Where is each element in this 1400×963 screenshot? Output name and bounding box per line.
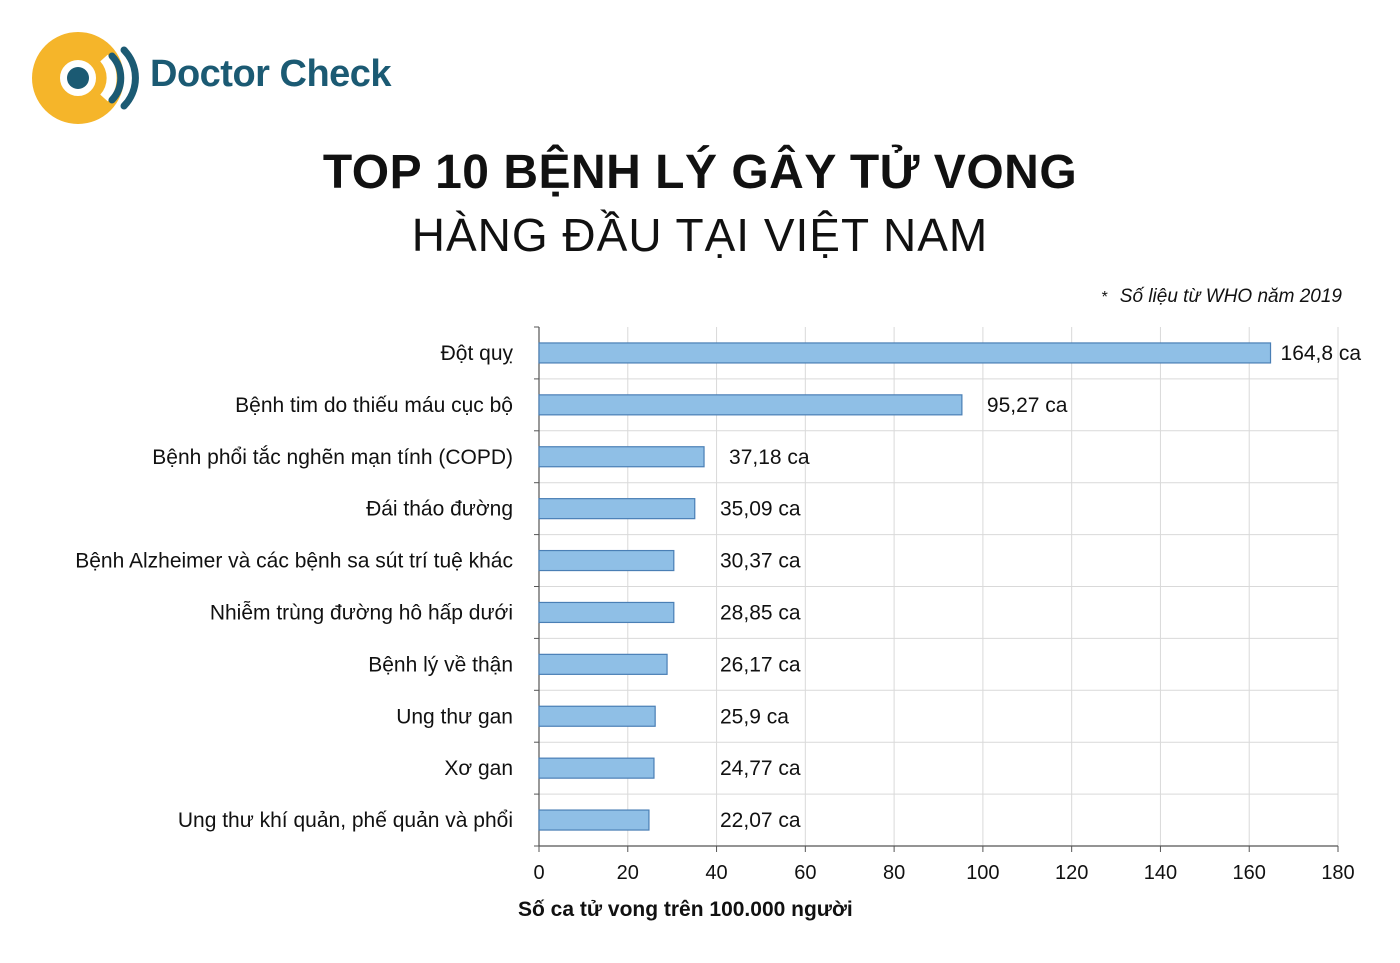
data-label: 30,37 ca (720, 550, 801, 573)
x-tick-label: 40 (705, 862, 727, 884)
category-label: Ung thư khí quản, phế quản và phổi (178, 809, 513, 832)
bar (538, 601, 675, 624)
category-label: Bệnh Alzheimer và các bệnh sa sút trí tu… (75, 550, 513, 573)
bar (538, 653, 668, 675)
source-note: * Số liệu từ WHO năm 2019 (1102, 286, 1342, 308)
data-label: 37,18 ca (729, 446, 810, 469)
data-label: 35,09 ca (720, 498, 801, 521)
source-text: Số liệu từ WHO năm 2019 (1119, 286, 1342, 307)
data-label: 26,17 ca (720, 653, 801, 676)
source-marker: * (1101, 289, 1108, 306)
x-tick-label: 60 (794, 862, 816, 884)
x-tick-label: 100 (966, 862, 999, 884)
bar (538, 809, 650, 831)
x-tick-label: 120 (1055, 862, 1088, 884)
data-label: 24,77 ca (720, 757, 801, 780)
brand-logo: Doctor Check (30, 28, 450, 128)
chart-subtitle: HÀNG ĐẦU TẠI VIỆT NAM (411, 209, 989, 261)
doctor-check-logo-icon (32, 32, 139, 124)
data-label: 25,9 ca (720, 705, 789, 728)
category-label: Đái tháo đường (366, 498, 513, 521)
bar (538, 342, 1272, 364)
brand-name: Doctor Check (150, 53, 392, 95)
data-label: 95,27 ca (987, 394, 1068, 417)
data-label: 22,07 ca (720, 809, 801, 832)
x-axis-label: Số ca tử vong trên 100.000 người (518, 898, 853, 921)
category-label: Bệnh phổi tắc nghẽn mạn tính (COPD) (152, 446, 513, 469)
data-label: 28,85 ca (720, 601, 801, 624)
bar (538, 498, 696, 520)
x-tick-label: 20 (617, 862, 639, 884)
category-label: Ung thư gan (396, 705, 513, 728)
x-tick-label: 0 (533, 862, 544, 884)
bar (538, 705, 656, 727)
x-tick-label: 80 (883, 862, 905, 884)
bar (538, 549, 675, 572)
bar (538, 394, 963, 416)
category-label: Bệnh lý về thận (368, 653, 513, 676)
x-tick-label: 160 (1233, 862, 1266, 884)
bar (538, 446, 705, 468)
category-label: Xơ gan (444, 757, 513, 780)
data-label: 164,8 ca (1281, 342, 1362, 365)
category-label: Nhiễm trùng đường hô hấp dưới (210, 601, 513, 624)
category-label: Đột quỵ (441, 342, 514, 365)
category-label: Bệnh tim do thiếu máu cục bộ (235, 394, 513, 417)
x-tick-label: 180 (1321, 862, 1354, 884)
x-tick-label: 140 (1144, 862, 1177, 884)
chart-title: TOP 10 BỆNH LÝ GÂY TỬ VONG (322, 146, 1078, 199)
bar (538, 757, 655, 779)
